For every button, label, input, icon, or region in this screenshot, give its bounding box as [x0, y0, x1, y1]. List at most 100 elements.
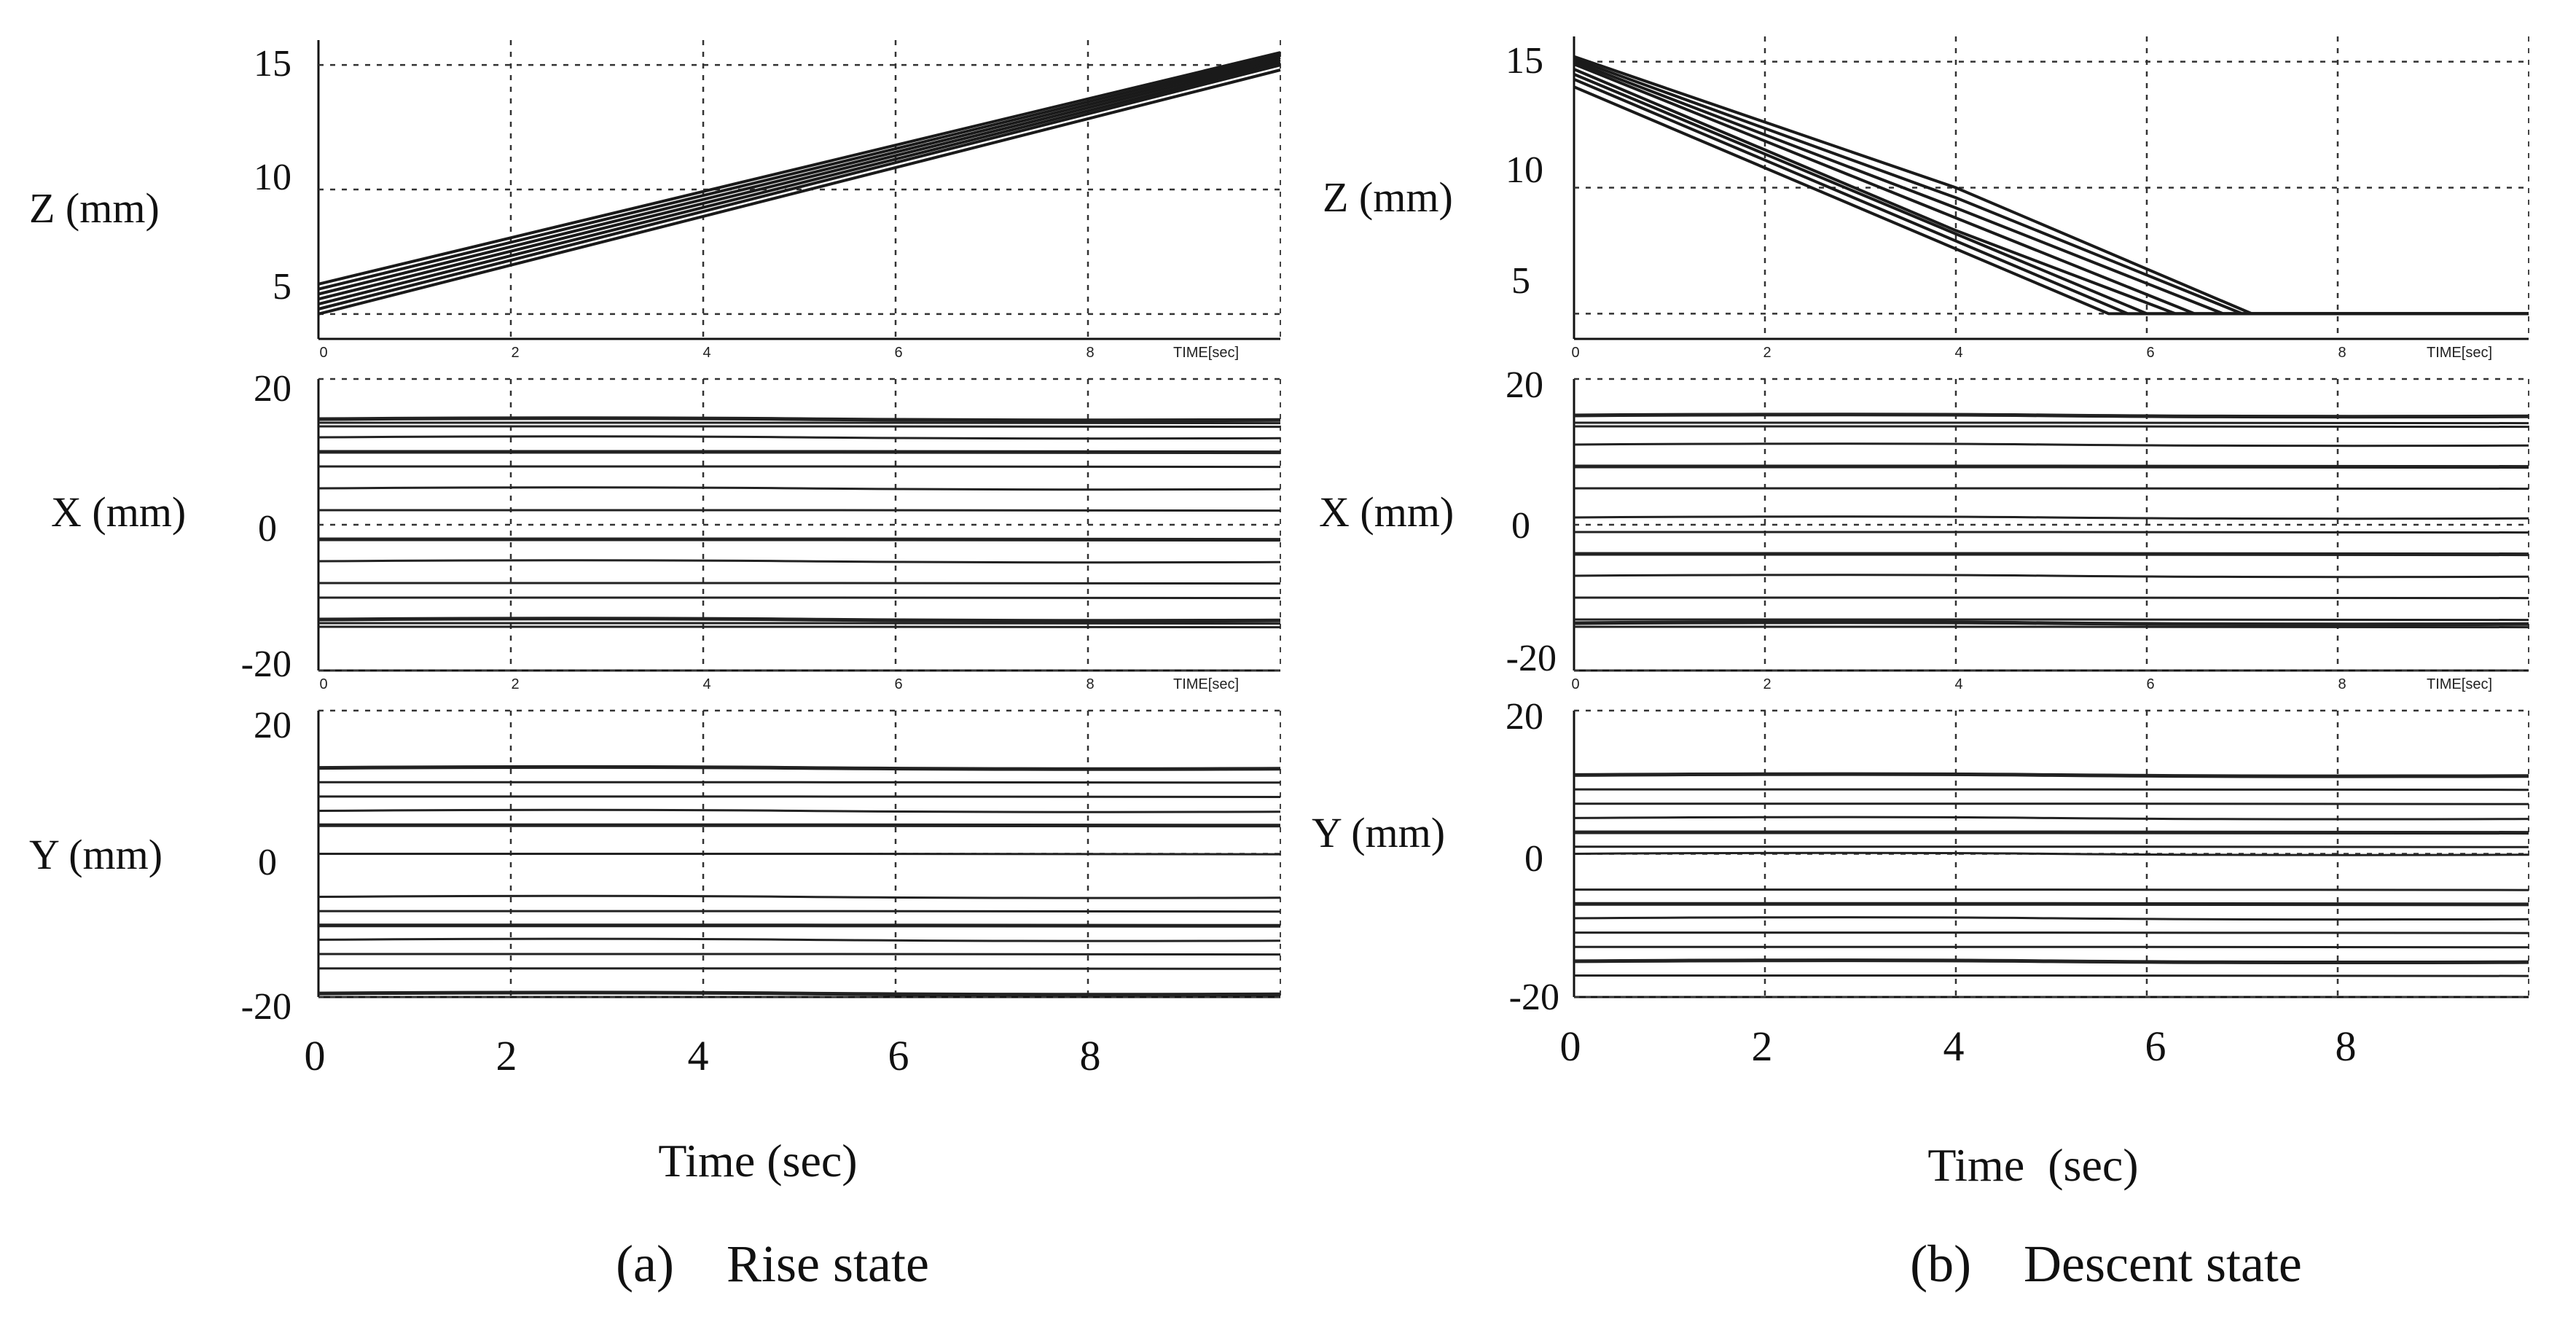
small-time-tick: 2	[1763, 345, 1771, 361]
position-trace-line	[1573, 958, 2529, 965]
small-time-tick: 2	[511, 345, 519, 361]
x-panel	[317, 378, 1281, 672]
position-trace-line	[1573, 421, 2529, 425]
x-tick-label: 0	[258, 508, 277, 550]
position-trace-line	[318, 449, 1281, 455]
z-tick-label: 15	[1506, 40, 1543, 82]
z-tick-label: 5	[1511, 260, 1530, 302]
small-time-tick: 6	[2146, 345, 2154, 361]
z-trajectory-line	[318, 53, 1281, 291]
position-trace-line	[1573, 888, 2529, 891]
z-tick-label: 10	[254, 157, 291, 198]
z-axis-label: Z (mm)	[29, 184, 160, 232]
y-tick-label: -20	[241, 986, 291, 1028]
y-tick-label: 20	[254, 705, 291, 746]
position-trace-line	[1573, 442, 2529, 447]
x-panel	[1573, 378, 2529, 672]
time-unit-label: TIME[sec]	[2427, 345, 2492, 361]
y-axis-label: Y (mm)	[1312, 809, 1445, 856]
small-time-tick: 8	[2338, 676, 2346, 692]
position-trace-line	[318, 894, 1281, 899]
x-tick-label: -20	[1506, 638, 1557, 679]
small-time-tick: 4	[702, 345, 710, 361]
z-tick-label: 10	[1506, 149, 1543, 191]
time-tick-label: 0	[305, 1032, 326, 1079]
position-trace-line	[318, 508, 1281, 512]
small-time-tick: 8	[2338, 345, 2346, 361]
time-tick-label: 2	[496, 1032, 517, 1079]
position-trace-line	[318, 416, 1281, 423]
small-time-tick: 6	[894, 676, 902, 692]
position-trace-line	[318, 435, 1281, 440]
small-time-tick: 2	[511, 676, 519, 692]
y-panel	[317, 709, 1281, 998]
position-trace-line	[318, 952, 1281, 956]
time-tick-label: 6	[888, 1032, 909, 1079]
y-tick-label: 20	[1506, 696, 1543, 738]
time-tick-label: 6	[2145, 1023, 2166, 1070]
y-tick-label: 0	[1524, 838, 1543, 880]
y-axis-label: Y (mm)	[29, 831, 163, 878]
position-trace-line	[318, 990, 1281, 997]
z-axis-label: Z (mm)	[1323, 173, 1453, 221]
z-trajectory-line	[318, 58, 1281, 301]
position-trace-line	[1573, 413, 2529, 419]
position-trace-line	[318, 486, 1281, 491]
time-tick-label: 8	[1080, 1032, 1101, 1079]
position-trace-line	[318, 852, 1281, 856]
position-trace-line	[318, 421, 1281, 425]
position-trace-line	[1573, 515, 2529, 520]
x-axis-title: Time (sec)	[658, 1135, 857, 1187]
position-trace-line	[318, 781, 1281, 784]
time-tick-label: 0	[1560, 1023, 1581, 1070]
small-time-tick: 2	[1763, 676, 1771, 692]
chart-caption: (a) Rise state	[616, 1235, 929, 1293]
small-time-tick: 0	[319, 345, 327, 361]
z-trajectory-line	[318, 51, 1281, 286]
y-tick-label: -20	[1509, 977, 1559, 1018]
position-trace-line	[318, 937, 1281, 942]
position-trace-line	[318, 794, 1281, 799]
position-trace-line	[318, 621, 1281, 625]
time-unit-label: TIME[sec]	[1173, 345, 1239, 361]
position-trace-line	[1573, 595, 2529, 600]
z-tick-label: 5	[273, 266, 291, 308]
x-tick-label: -20	[241, 644, 291, 685]
position-trace-line	[318, 923, 1281, 929]
z-tick-label: 15	[254, 43, 291, 85]
time-unit-label: TIME[sec]	[2427, 676, 2492, 692]
position-trace-line	[318, 559, 1281, 564]
position-trace-line	[1573, 802, 2529, 805]
small-time-tick: 0	[319, 676, 327, 692]
time-tick-label: 8	[2336, 1023, 2357, 1070]
y-panel	[1573, 709, 2529, 998]
position-trace-line	[1573, 530, 2529, 534]
position-trace-line	[1573, 574, 2529, 579]
small-time-tick: 0	[1571, 345, 1579, 361]
time-unit-label: TIME[sec]	[1173, 676, 1239, 692]
z-panel	[317, 40, 1281, 340]
chart-caption: (b) Descent state	[1910, 1235, 2302, 1293]
small-time-tick: 8	[1086, 345, 1094, 361]
small-time-tick: 6	[894, 345, 902, 361]
position-trace-line	[1573, 625, 2529, 629]
position-trace-line	[318, 910, 1281, 913]
time-tick-label: 2	[1752, 1023, 1773, 1070]
position-trace-line	[318, 617, 1281, 623]
small-time-tick: 0	[1571, 676, 1579, 692]
position-trace-line	[318, 966, 1281, 970]
small-time-tick: 4	[702, 676, 710, 692]
x-axis-label: X (mm)	[1319, 488, 1454, 536]
position-trace-line	[318, 823, 1281, 828]
x-tick-label: 0	[1511, 505, 1530, 547]
z-trajectory-line	[318, 55, 1281, 296]
position-trace-line	[1573, 845, 2529, 848]
y-tick-label: 0	[258, 842, 277, 883]
position-trace-line	[1573, 931, 2529, 934]
position-trace-line	[1573, 851, 2529, 856]
z-trajectory-line	[318, 63, 1281, 310]
position-trace-line	[318, 595, 1281, 600]
time-tick-label: 4	[1943, 1023, 1965, 1070]
